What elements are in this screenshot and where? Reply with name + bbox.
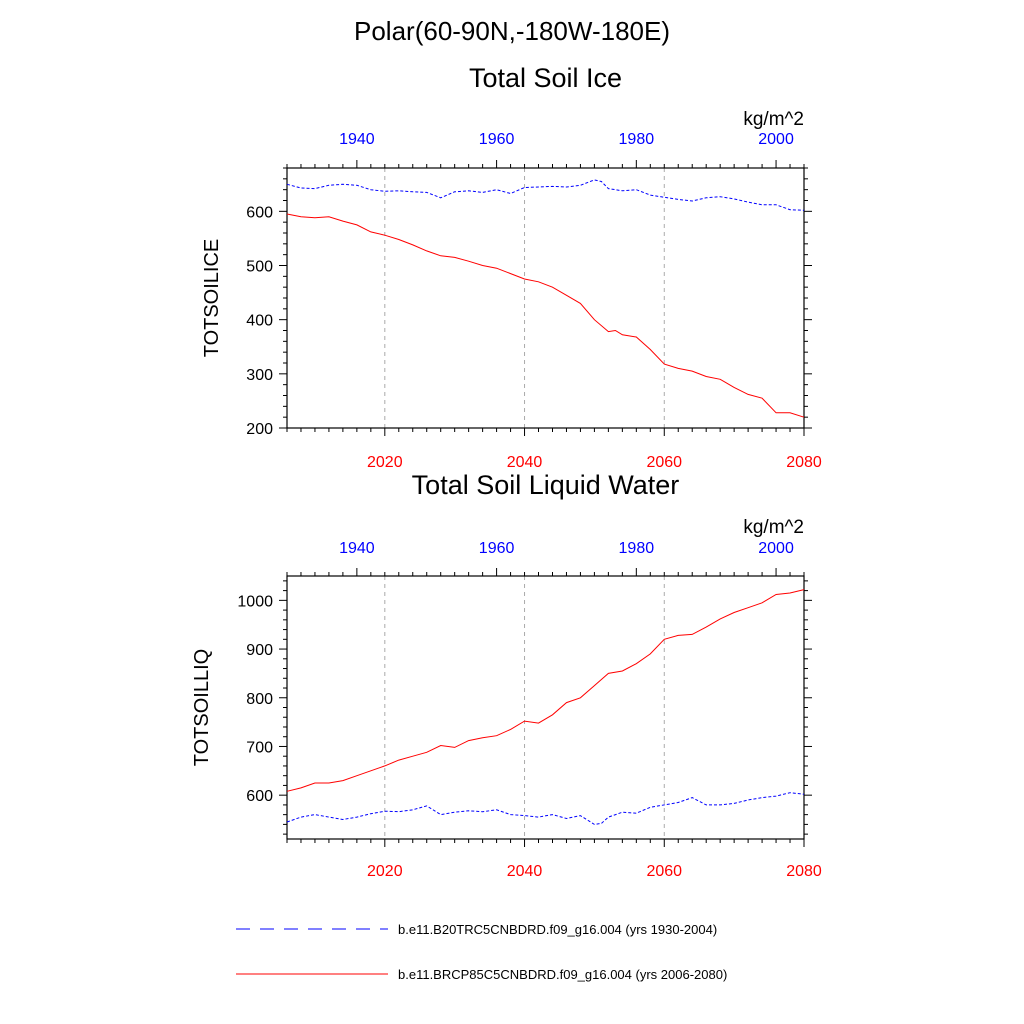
soil-liquid-bottom-tick-label: 2020: [367, 863, 403, 880]
legend-label-2: b.e11.BRCP85C5CNBDRD.f09_g16.004 (yrs 20…: [398, 967, 727, 982]
soil-liquid-title: Total Soil Liquid Water: [412, 470, 680, 500]
soil-liquid-y-tick-label: 800: [246, 691, 273, 708]
soil-ice-top-tick-label: 1940: [339, 131, 375, 148]
soil-liquid-top-tick-label: 1960: [479, 540, 515, 557]
soil-ice-top-tick-label: 1980: [619, 131, 655, 148]
soil-liquid-bottom-tick-label: 2080: [786, 863, 822, 880]
soil-ice-y-tick-label: 300: [246, 367, 273, 384]
soil-liquid-bottom-tick-label: 2060: [646, 863, 682, 880]
soil-ice-panel: Total Soil Ice kg/m^2 200 300 400 500 600 2020 2…: [201, 63, 822, 471]
soil-ice-top-tick-label: 1960: [479, 131, 515, 148]
soil-liquid-y-tick-label: 900: [246, 642, 273, 659]
soil-liquid-historical-series-line: [286, 792, 805, 825]
soil-ice-top-tick-label: 2000: [758, 131, 794, 148]
soil-ice-title: Total Soil Ice: [469, 63, 622, 93]
soil-liquid-top-tick-label: 2000: [758, 540, 794, 557]
soil-ice-y-tick-label: 200: [246, 421, 273, 438]
soil-liquid-bottom-tick-label: 2040: [507, 863, 543, 880]
soil-ice-units-label: kg/m^2: [743, 109, 804, 130]
soil-ice-plot-frame: [286, 167, 805, 429]
soil-ice-bottom-tick-label: 2040: [507, 454, 543, 471]
soil-liquid-top-tick-label: 1980: [619, 540, 655, 557]
soil-ice-y-tick-label: 400: [246, 313, 273, 330]
soil-liquid-y-tick-label: 700: [246, 739, 273, 756]
figure-title: Polar(60-90N,-180W-180E): [354, 16, 670, 46]
soil-liquid-future-series-line: [286, 589, 805, 792]
soil-ice-y-axis-label: TOTSOILICE: [201, 239, 223, 358]
soil-ice-historical-series-line: [286, 179, 805, 211]
soil-ice-y-tick-label: 600: [246, 204, 273, 221]
legend-label-1: b.e11.B20TRC5CNBDRD.f09_g16.004 (yrs 193…: [398, 922, 717, 937]
soil-ice-bottom-tick-label: 2020: [367, 454, 403, 471]
soil-liquid-plot-frame: [286, 575, 805, 840]
soil-liquid-top-tick-label: 1940: [339, 540, 375, 557]
soil-liquid-y-tick-label: 600: [246, 788, 273, 805]
soil-liquid-y-axis-label: TOTSOILLIQ: [191, 649, 213, 766]
soil-ice-y-tick-label: 500: [246, 259, 273, 276]
soil-ice-bottom-tick-label: 2060: [646, 454, 682, 471]
soil-liquid-panel: Total Soil Liquid Water kg/m^2 600 700 800 90…: [191, 470, 822, 880]
soil-ice-future-series-line: [286, 213, 805, 418]
soil-liquid-y-tick-label: 1000: [237, 593, 273, 610]
soil-ice-bottom-tick-label: 2080: [786, 454, 822, 471]
legend: b.e11.B20TRC5CNBDRD.f09_g16.004 (yrs 193…: [236, 922, 727, 982]
soil-liquid-units-label: kg/m^2: [743, 517, 804, 538]
